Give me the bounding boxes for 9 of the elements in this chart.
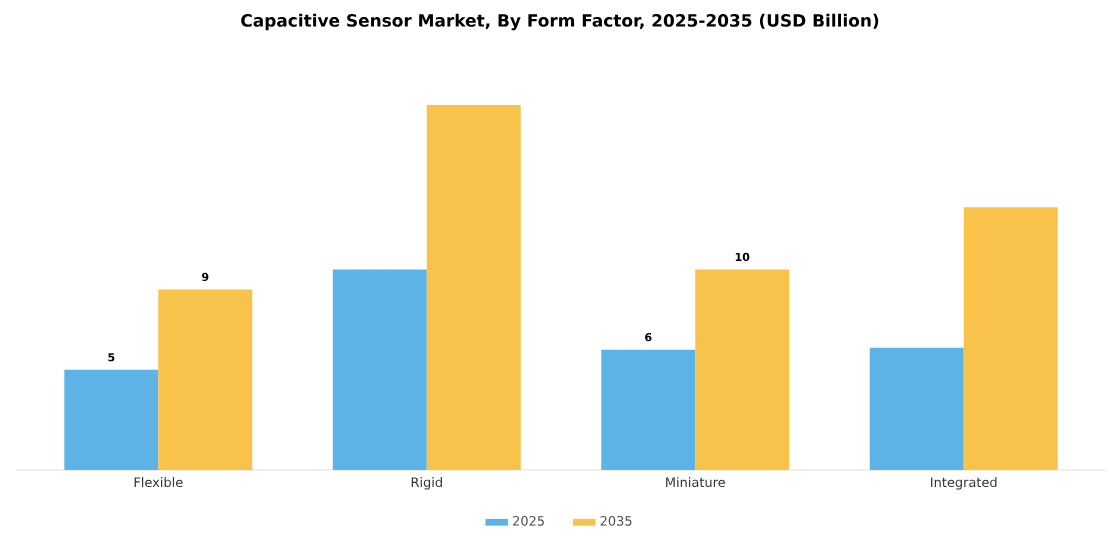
bar bbox=[64, 369, 159, 470]
bar bbox=[332, 269, 427, 470]
chart-title: Capacitive Sensor Market, By Form Factor, 2025-2035 (USD Billion) bbox=[241, 13, 879, 31]
bar bbox=[963, 207, 1058, 470]
bar bbox=[158, 289, 253, 470]
bar bbox=[601, 349, 696, 470]
bar bbox=[869, 347, 964, 470]
bar bbox=[695, 269, 790, 470]
bar bbox=[426, 104, 521, 470]
